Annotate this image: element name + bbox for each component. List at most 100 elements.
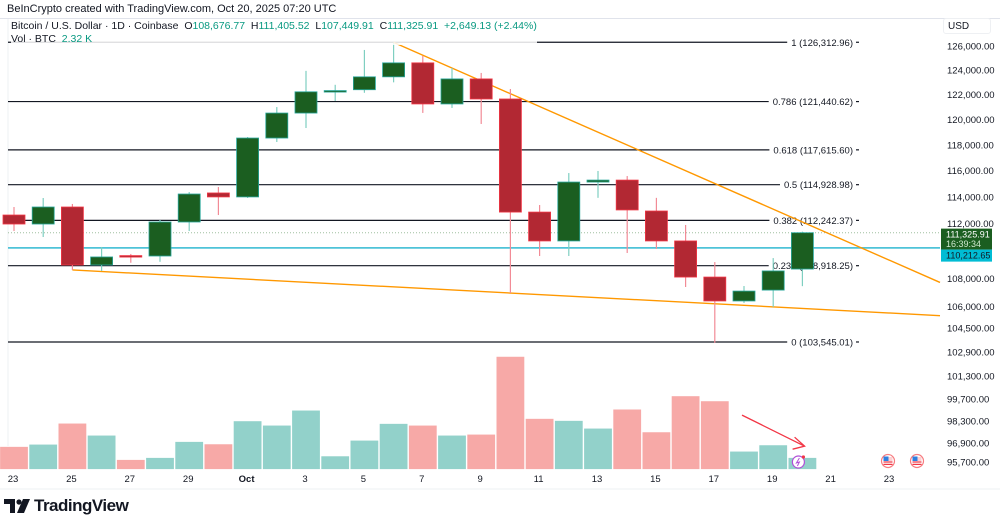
volume-bar [554,420,584,470]
volume-bar [700,400,730,470]
candle [674,224,697,288]
price-axis-label: 96,900.00 [947,439,989,450]
candle [323,84,347,101]
fib-level-label: 1 (126,312.96) [791,38,853,49]
currency-button[interactable]: USD [943,18,991,34]
last-price-value: 111,325.91 [946,230,990,240]
volume-bar [57,422,88,470]
candle [469,72,493,124]
price-axis-label: 120,000.00 [947,115,995,126]
price-axis-label: 99,700.00 [947,395,989,406]
chart-frame [0,18,1000,491]
candle [119,253,143,263]
last-price-tag [941,228,992,250]
candle-body [352,76,376,91]
candle-body [90,256,113,266]
price-axis-label: 95,700.00 [947,458,989,469]
candle [265,107,289,142]
candle-body [528,211,551,242]
date-axis-label: 23 [8,474,19,485]
candle-body [119,255,143,258]
tradingview-logo[interactable]: TradingView [4,496,129,516]
date-axis-label: 15 [650,474,661,485]
date-axis-label: Oct [239,474,256,485]
candle-body [469,78,493,100]
volume-bar [262,424,292,470]
symbol-title[interactable]: Bitcoin / U.S. Dollar · 1D · Coinbase [11,20,179,32]
volume-value: 2.32 K [61,32,93,45]
date-axis-label: 11 [534,474,544,485]
candle [703,262,727,343]
notification-dot [801,455,806,459]
price-axis-label: 114,000.00 [947,192,994,203]
candle-body [206,192,230,198]
candle-body [31,206,55,225]
volume-bar [378,423,409,470]
chart-legend: Bitcoin / U.S. Dollar · 1D · Coinbase O1… [11,20,537,45]
close-label: C [379,20,388,32]
candle [528,205,551,257]
candle [2,207,26,232]
candle-body [732,290,756,302]
volume-bar [86,434,117,470]
fib-level-label: 0.618 (117,615.60) [773,145,853,156]
candle [236,137,260,198]
date-axis-label: 21 [825,474,836,485]
candle [761,258,785,307]
volume-bar [232,420,263,470]
date-axis-label: 29 [183,474,194,485]
candle [61,203,84,270]
us-flag-icon [880,453,896,469]
candle [411,55,435,113]
candle [615,176,639,253]
lightning-glyph [795,457,801,467]
volume-bar [758,444,788,470]
price-axis-label: 104,500.00 [947,324,995,335]
support-price-tag [941,249,992,262]
high-label: H [250,20,259,32]
fib-level-label: 0 (103,545.01) [791,337,853,348]
chart-credit: BeInCrypto created with TradingView.com,… [7,3,337,15]
arrow-head-icon [792,436,806,450]
candle-body [761,270,785,291]
date-axis-label: 5 [361,474,366,485]
price-axis-label: 102,900.00 [947,348,995,359]
candle-body [177,193,201,223]
price-axis-label: 112,000.00 [947,219,994,230]
flag-canton [883,456,889,461]
candle-body [323,90,347,93]
volume-bar [116,459,146,470]
volume-label[interactable]: Vol · BTC [11,32,56,45]
candle-body [586,179,610,183]
price-axis-label: 101,300.00 [947,372,995,383]
volume-row: Vol · BTC 2.32 K [11,33,537,46]
price-axis-label: 106,000.00 [947,302,995,313]
volume-bar [466,433,496,470]
high-value: 111,405.52 [258,20,310,32]
candle [791,231,814,287]
us-flag-icon [909,453,925,469]
volume-bar [437,434,467,470]
date-axis-label: 25 [66,474,77,485]
candle-body [703,276,727,302]
date-axis-label: 19 [767,474,778,485]
volume-bar [145,457,175,470]
price-axis-label: 124,000.00 [947,66,995,77]
candle [352,49,376,93]
tradingview-logo-icon [4,499,30,513]
date-axis-label: 3 [302,474,307,485]
candle [440,67,464,108]
fib-level-label: 0.786 (121,440.62) [773,97,853,108]
date-axis-label: 23 [884,474,895,485]
candle [382,42,406,83]
candle-body [440,78,464,105]
candle [732,286,756,303]
candle [586,170,610,198]
date-axis-label: 9 [478,474,483,485]
candle-body [791,232,814,270]
candle [148,219,172,262]
support-price-value: 110,212.65 [946,251,990,261]
candle-body [61,206,84,266]
volume-bar [670,395,701,470]
